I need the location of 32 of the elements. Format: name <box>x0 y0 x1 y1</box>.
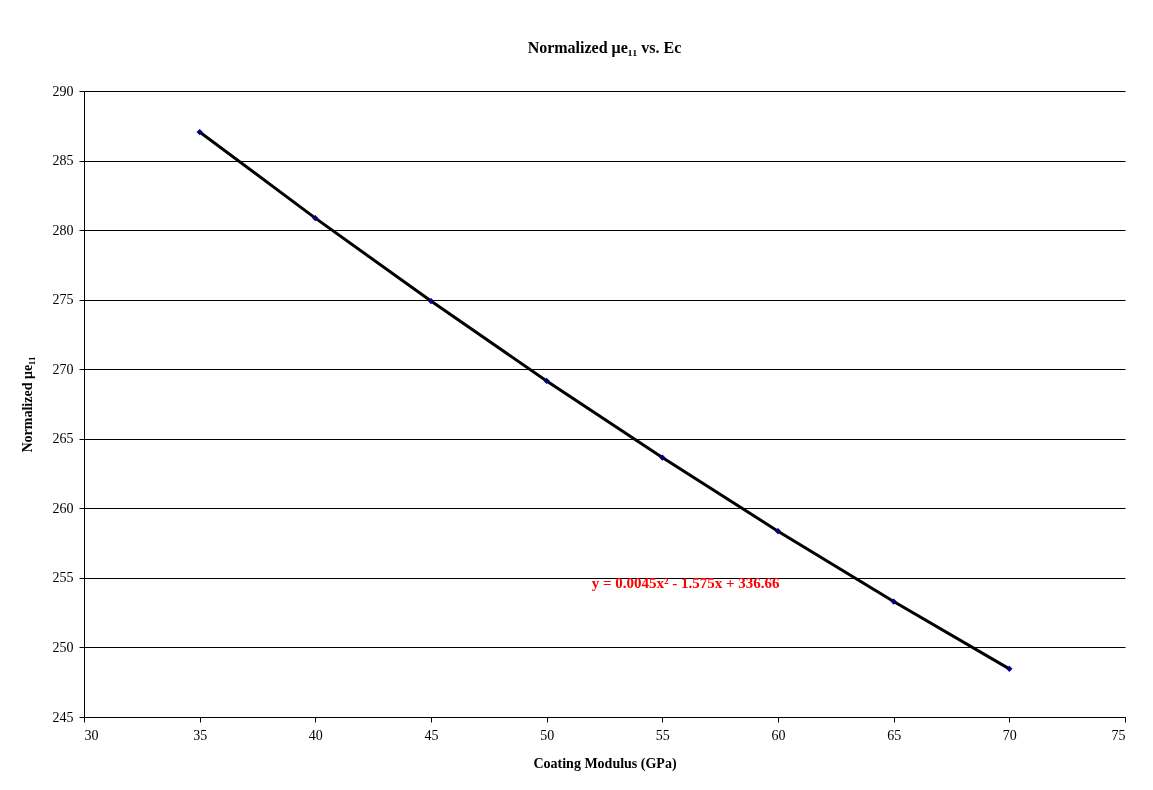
x-tick-label: 35 <box>193 727 208 743</box>
x-tick-label: 75 <box>1111 727 1126 743</box>
y-tick-label: 250 <box>52 639 74 655</box>
y-tick-label: 245 <box>52 709 74 725</box>
point <box>196 128 203 136</box>
x-tick-label: 40 <box>308 727 323 743</box>
point <box>659 454 666 461</box>
x-tick-label: 70 <box>1002 727 1017 743</box>
y-tick-label: 290 <box>52 83 74 99</box>
point <box>890 598 897 605</box>
x-tick-label: 55 <box>655 727 670 743</box>
y-tick-label: 260 <box>52 500 74 516</box>
y-tick-label: 280 <box>52 222 74 238</box>
point <box>312 214 319 222</box>
x-tick-label: 50 <box>540 727 555 743</box>
chart-title: Normalized μe₁₁ vs. Ec <box>527 39 682 57</box>
point <box>774 527 782 535</box>
point <box>1006 665 1013 673</box>
x-tick-label: 30 <box>84 727 99 743</box>
x-tick-label: 60 <box>771 727 786 743</box>
x-tick-label: 45 <box>424 727 439 743</box>
point <box>427 297 435 305</box>
y-tick-label: 270 <box>52 361 74 377</box>
y-tick-label: 275 <box>52 292 74 308</box>
x-tick-label: 65 <box>887 727 902 743</box>
y-tick-label: 265 <box>52 431 74 447</box>
y-axis-title: Normalized μe₁₁ <box>19 356 35 453</box>
annotation: y = 0.0045x² - 1.575x + 336.66 <box>591 575 780 592</box>
point <box>543 377 550 385</box>
x-axis-title: Coating Modulus (GPa) <box>533 755 677 772</box>
y-tick-label: 285 <box>52 153 74 169</box>
y-tick-label: 255 <box>52 570 74 586</box>
